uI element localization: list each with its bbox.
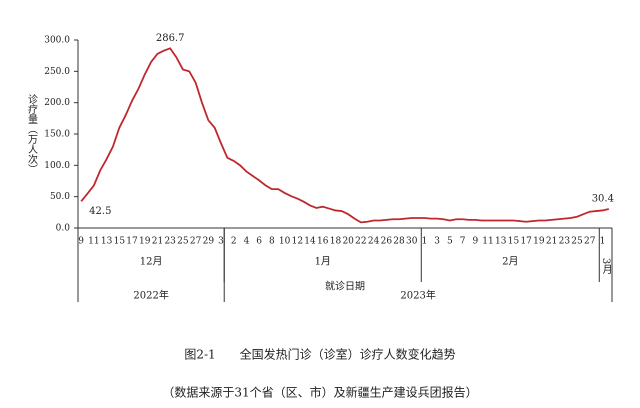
x-tick-label: 1 (422, 237, 428, 247)
data-line (80, 47, 610, 224)
x-tick-label: 30 (406, 237, 418, 247)
x-tick-label: 11 (88, 237, 99, 247)
y-tick-label: 0.0 (56, 224, 71, 234)
x-tick-label: 21 (546, 237, 557, 247)
x-tick-label: 9 (78, 237, 84, 247)
x-tick-label: 6 (256, 237, 262, 247)
value-label: 30.4 (592, 193, 614, 204)
x-tick-label: 11 (482, 237, 493, 247)
x-tick-label: 13 (495, 237, 507, 247)
x-tick-label: 27 (190, 237, 202, 247)
x-tick-label: 28 (393, 237, 405, 247)
y-tick-label: 200.0 (44, 98, 70, 108)
x-tick-label: 23 (164, 237, 176, 247)
x-tick-label: 27 (584, 237, 596, 247)
value-label: 42.5 (89, 206, 111, 217)
month-label: 1月 (315, 256, 331, 268)
y-tick-label: 100.0 (44, 161, 70, 171)
x-tick-label: 15 (508, 237, 520, 247)
x-tick-label: 8 (269, 237, 275, 247)
x-tick-label: 17 (520, 237, 532, 247)
source-note: （数据来源于31个省（区、市）及新疆生产建设兵团报告） (162, 385, 477, 400)
x-tick-label: 17 (126, 237, 138, 247)
x-tick-label: 19 (139, 237, 151, 247)
year-label: 2022年 (133, 289, 168, 302)
x-tick-label: 29 (203, 237, 215, 247)
month-label: 3月 (600, 258, 612, 275)
y-tick-label: 300.0 (44, 36, 70, 46)
x-tick-label: 2 (231, 237, 237, 247)
x-tick-label: 21 (152, 237, 163, 247)
y-tick-label: 150.0 (44, 130, 70, 140)
x-tick-label: 19 (533, 237, 545, 247)
x-tick-label: 22 (355, 237, 366, 247)
y-tick-label: 250.0 (44, 67, 70, 77)
x-tick-label: 5 (447, 237, 453, 247)
x-tick-label: 25 (571, 237, 583, 247)
x-tick-label: 12 (292, 237, 303, 247)
x-tick-label: 13 (101, 237, 113, 247)
x-tick-label: 25 (177, 237, 189, 247)
year-label: 2023年 (400, 289, 435, 302)
value-label: 286.7 (156, 33, 185, 44)
x-tick-label: 24 (368, 237, 380, 247)
x-tick-label: 18 (330, 237, 342, 247)
x-tick-label: 15 (114, 237, 126, 247)
month-label: 2月 (502, 256, 518, 268)
x-tick-label: 10 (279, 237, 291, 247)
y-tick-label: 50.0 (50, 192, 70, 202)
x-axis-label: 就诊日期 (325, 280, 365, 293)
month-label: 12月 (140, 256, 163, 268)
x-tick-label: 1 (600, 237, 606, 247)
x-tick-label: 14 (304, 237, 316, 247)
x-tick-label: 16 (317, 237, 329, 247)
caption: 图2-1 全国发热门诊（诊室）诊疗人数变化趋势 (184, 347, 455, 362)
x-tick-label: 20 (342, 237, 354, 247)
x-tick-label: 7 (460, 237, 466, 247)
x-tick-label: 26 (381, 237, 393, 247)
x-tick-label: 9 (472, 237, 478, 247)
x-tick-label: 23 (559, 237, 571, 247)
y-axis-label: 诊疗量（万人次） (26, 93, 38, 174)
x-tick-label: 3 (218, 237, 224, 247)
x-tick-label: 4 (244, 237, 250, 247)
x-tick-label: 3 (434, 237, 440, 247)
